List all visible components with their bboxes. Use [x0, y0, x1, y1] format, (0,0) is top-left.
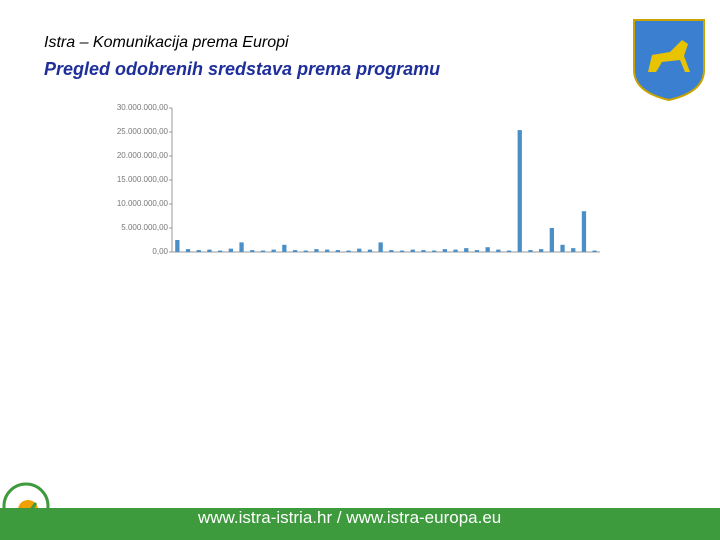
bar — [325, 249, 330, 252]
bar — [432, 250, 437, 252]
bar — [303, 250, 308, 252]
bar — [560, 244, 565, 252]
bar — [357, 248, 362, 252]
y-tick-label: 30.000.000,00 — [117, 103, 169, 112]
bar — [592, 250, 597, 252]
bar — [421, 250, 426, 252]
bar — [528, 250, 533, 252]
bar — [410, 249, 415, 252]
bar — [464, 248, 469, 252]
y-tick-label: 0,00 — [152, 247, 168, 256]
bar — [196, 250, 201, 252]
bar — [485, 247, 490, 252]
bar — [581, 211, 587, 252]
bar — [250, 250, 255, 252]
bar — [175, 240, 180, 252]
bar — [228, 248, 233, 252]
bar — [218, 250, 223, 252]
y-tick-label: 10.000.000,00 — [117, 199, 169, 208]
slide-title: Istra – Komunikacija prema Europi — [44, 34, 289, 51]
bar — [282, 244, 287, 252]
bar — [389, 250, 394, 252]
bar — [496, 249, 501, 252]
y-tick-label: 20.000.000,00 — [117, 151, 169, 160]
bar — [367, 249, 373, 252]
footer-band — [0, 508, 720, 540]
bar — [207, 249, 212, 252]
bar — [378, 242, 383, 252]
bar — [292, 250, 298, 252]
bar — [271, 249, 276, 252]
bar — [539, 249, 544, 252]
bar — [260, 250, 266, 252]
bar — [314, 249, 319, 252]
bar — [571, 248, 576, 252]
bar — [346, 250, 351, 252]
coat-of-arms — [633, 19, 705, 102]
y-tick-label: 5.000.000,00 — [121, 223, 168, 232]
bar — [517, 130, 522, 252]
bar — [185, 249, 191, 252]
bar — [442, 249, 447, 252]
bar — [506, 250, 512, 252]
bar — [335, 250, 340, 252]
bar — [474, 250, 480, 252]
bar — [453, 249, 458, 252]
y-tick-label: 25.000.000,00 — [117, 127, 169, 136]
footer-text: www.istra-istria.hr / www.istra-europa.e… — [198, 508, 502, 527]
bar — [549, 228, 554, 252]
slide-subtitle: Pregled odobrenih sredstava prema progra… — [44, 59, 441, 79]
bar — [239, 242, 244, 252]
bar — [399, 250, 405, 252]
y-tick-label: 15.000.000,00 — [117, 175, 169, 184]
